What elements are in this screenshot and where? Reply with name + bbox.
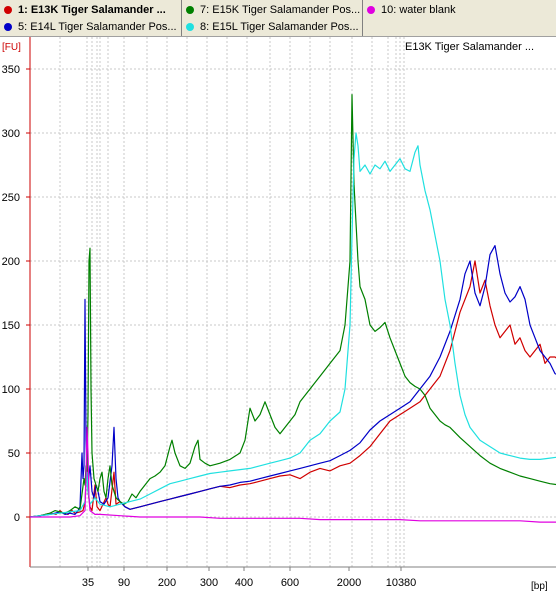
series-line-3 xyxy=(29,93,556,518)
y-tick-label: 100 xyxy=(2,384,20,396)
series-line-4 xyxy=(29,132,556,518)
legend-divider xyxy=(362,0,363,36)
legend-item-series-8[interactable]: 8: E15L Tiger Salamander Pos... xyxy=(186,19,359,35)
legend-item-series-1[interactable]: 1: E13K Tiger Salamander ... xyxy=(4,2,166,18)
legend-swatch-icon xyxy=(186,23,194,31)
x-tick-label: 2000 xyxy=(337,577,361,589)
y-tick-label: 300 xyxy=(2,128,20,140)
legend-label: 10: water blank xyxy=(381,4,456,16)
legend-label: 5: E14L Tiger Salamander Pos... xyxy=(18,21,177,33)
legend-label: 7: E15K Tiger Salamander Pos... xyxy=(200,4,361,16)
legend-swatch-icon xyxy=(4,6,12,14)
gridlines xyxy=(30,37,556,567)
legend-divider xyxy=(181,0,182,36)
legend-swatch-icon xyxy=(4,23,12,31)
series-line-2 xyxy=(29,245,556,518)
y-tick-label: 0 xyxy=(14,512,20,524)
legend: 1: E13K Tiger Salamander ... 5: E14L Tig… xyxy=(0,0,556,37)
x-tick-label: 300 xyxy=(200,577,218,589)
axes: 0 50 100 150 200 250 300 350 35 90 200 300 400 600 200… xyxy=(2,37,556,589)
legend-column-2: 7: E15K Tiger Salamander Pos... 8: E15L … xyxy=(182,0,362,36)
legend-swatch-icon xyxy=(186,6,194,14)
legend-swatch-icon xyxy=(367,6,375,14)
legend-label: 8: E15L Tiger Salamander Pos... xyxy=(200,21,359,33)
x-axis-label: [bp] xyxy=(531,581,548,592)
y-tick-label: 200 xyxy=(2,256,20,268)
legend-column-1: 1: E13K Tiger Salamander ... 5: E14L Tig… xyxy=(0,0,181,36)
legend-column-3: 10: water blank xyxy=(363,0,556,36)
x-tick-label: 400 xyxy=(235,577,253,589)
y-tick-label: 150 xyxy=(2,320,20,332)
series-line-5 xyxy=(30,426,556,523)
x-tick-label: 10380 xyxy=(386,577,417,589)
x-tick-label: 90 xyxy=(118,577,130,589)
y-tick-label: 50 xyxy=(8,448,20,460)
x-tick-label: 35 xyxy=(82,577,94,589)
x-tick-label: 600 xyxy=(281,577,299,589)
chart-svg: 0 50 100 150 200 250 300 350 35 90 200 300 400 600 200… xyxy=(2,37,556,592)
legend-item-series-5[interactable]: 5: E14L Tiger Salamander Pos... xyxy=(4,19,177,35)
y-axis-label: [FU] xyxy=(2,42,21,53)
chart-title: E13K Tiger Salamander ... xyxy=(405,41,534,53)
legend-item-series-7[interactable]: 7: E15K Tiger Salamander Pos... xyxy=(186,2,360,18)
y-tick-label: 250 xyxy=(2,192,20,204)
x-tick-label: 200 xyxy=(158,577,176,589)
y-tick-label: 350 xyxy=(2,64,20,76)
series-lines xyxy=(29,93,556,523)
electropherogram-chart: 0 50 100 150 200 250 300 350 35 90 200 300 400 600 200… xyxy=(0,37,556,603)
legend-label: 1: E13K Tiger Salamander ... xyxy=(18,4,166,16)
legend-item-series-10[interactable]: 10: water blank xyxy=(367,2,456,18)
